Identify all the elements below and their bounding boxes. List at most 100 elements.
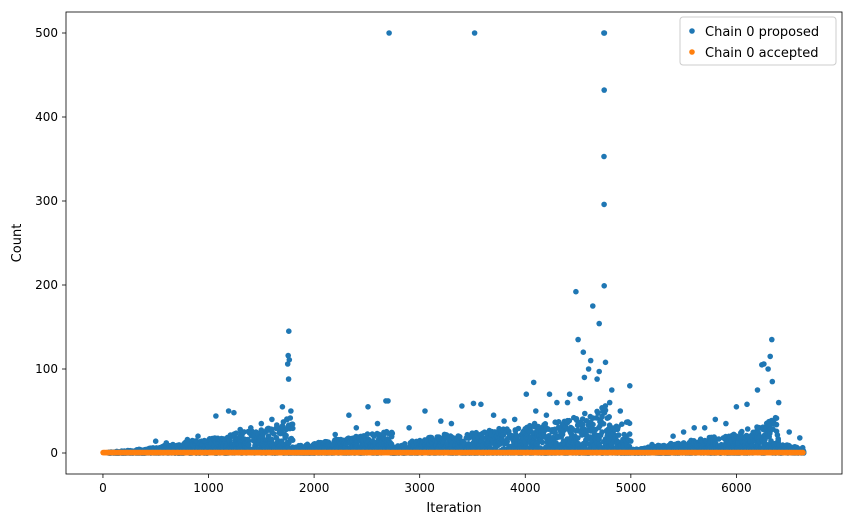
proposed-point — [775, 437, 781, 444]
accepted-point — [800, 449, 806, 456]
proposed-point — [346, 412, 352, 419]
proposed-point — [287, 415, 294, 421]
proposed-point — [759, 362, 765, 368]
proposed-point — [596, 368, 602, 375]
proposed-point — [609, 387, 615, 393]
proposed-point — [691, 425, 697, 431]
proposed-point — [470, 400, 477, 407]
proposed-point — [269, 416, 275, 423]
proposed-point — [577, 395, 583, 402]
x-tick-label: 5000 — [616, 481, 647, 495]
proposed-point — [543, 412, 550, 419]
proposed-point — [286, 328, 292, 335]
proposed-point — [594, 376, 600, 382]
legend-box — [679, 16, 837, 66]
legend: Chain 0 proposed Chain 0 accepted — [679, 16, 837, 66]
proposed-point — [680, 429, 687, 435]
proposed-point — [213, 413, 219, 419]
proposed-point — [580, 421, 586, 428]
proposed-point — [332, 431, 339, 438]
proposed-point — [245, 442, 252, 448]
proposed-point — [438, 418, 444, 424]
proposed-point — [285, 352, 292, 359]
proposed-point — [602, 407, 609, 414]
x-tick-label: 3000 — [404, 481, 435, 495]
x-tick-label: 0 — [99, 481, 107, 495]
proposed-point — [501, 418, 507, 424]
proposed-point — [248, 425, 254, 431]
proposed-point — [606, 414, 612, 420]
proposed-point — [573, 288, 579, 295]
proposed-point — [581, 374, 588, 381]
proposed-point — [601, 201, 607, 208]
proposed-point — [555, 419, 562, 425]
proposed-point — [402, 441, 408, 447]
x-axis-ticks: 0 1000 2000 3000 4000 5000 6000 — [99, 474, 752, 495]
proposed-point — [511, 416, 518, 423]
proposed-point — [566, 417, 573, 424]
proposed-point — [459, 403, 465, 409]
proposed-point — [195, 433, 201, 440]
proposed-point — [289, 437, 296, 444]
proposed-point — [364, 431, 371, 437]
y-tick-label: 100 — [35, 362, 58, 376]
proposed-point — [670, 433, 676, 440]
proposed-point — [767, 353, 773, 360]
proposed-point — [406, 425, 412, 431]
proposed-point — [626, 431, 633, 437]
proposed-point — [490, 412, 497, 419]
x-axis-label: Iteration — [426, 501, 481, 516]
proposed-point — [289, 421, 296, 428]
proposed-point — [374, 420, 381, 427]
proposed-point — [546, 391, 553, 398]
data-points — [100, 30, 807, 456]
proposed-point — [237, 426, 243, 433]
proposed-point — [231, 409, 237, 416]
proposed-point — [602, 403, 609, 409]
proposed-point — [582, 410, 588, 417]
proposed-point — [701, 425, 708, 431]
proposed-point — [601, 153, 607, 160]
proposed-point — [279, 404, 286, 410]
proposed-point — [626, 420, 633, 427]
proposed-point — [596, 320, 602, 327]
proposed-point — [797, 435, 803, 441]
x-tick-label: 4000 — [510, 481, 541, 495]
y-tick-label: 300 — [35, 194, 58, 208]
proposed-point — [385, 398, 391, 404]
proposed-point — [765, 366, 771, 372]
proposed-point — [590, 421, 596, 428]
y-tick-label: 400 — [35, 110, 58, 124]
proposed-point — [575, 435, 581, 441]
proposed-point — [595, 410, 601, 417]
proposed-point — [601, 87, 607, 93]
legend-marker-proposed — [689, 28, 695, 34]
y-axis-label: Count — [10, 224, 25, 263]
proposed-point — [290, 425, 296, 432]
proposed-point — [769, 378, 776, 385]
y-tick-label: 500 — [35, 26, 58, 40]
y-tick-label: 0 — [50, 446, 58, 460]
proposed-point — [733, 404, 740, 410]
proposed-point — [284, 361, 291, 367]
proposed-point — [233, 430, 239, 437]
proposed-point — [649, 441, 655, 448]
proposed-point — [564, 399, 571, 406]
proposed-point — [539, 439, 546, 446]
proposed-point — [530, 379, 537, 386]
legend-label-accepted: Chain 0 accepted — [705, 46, 819, 61]
proposed-point — [585, 366, 592, 372]
proposed-point — [225, 408, 232, 414]
x-tick-label: 2000 — [299, 481, 330, 495]
proposed-point — [286, 357, 293, 363]
proposed-point — [353, 425, 360, 431]
proposed-point — [580, 349, 587, 356]
proposed-point — [184, 436, 191, 443]
proposed-point — [551, 427, 558, 434]
proposed-point — [163, 440, 170, 446]
proposed-point — [723, 420, 729, 427]
proposed-point — [773, 415, 780, 422]
proposed-point — [554, 399, 560, 406]
